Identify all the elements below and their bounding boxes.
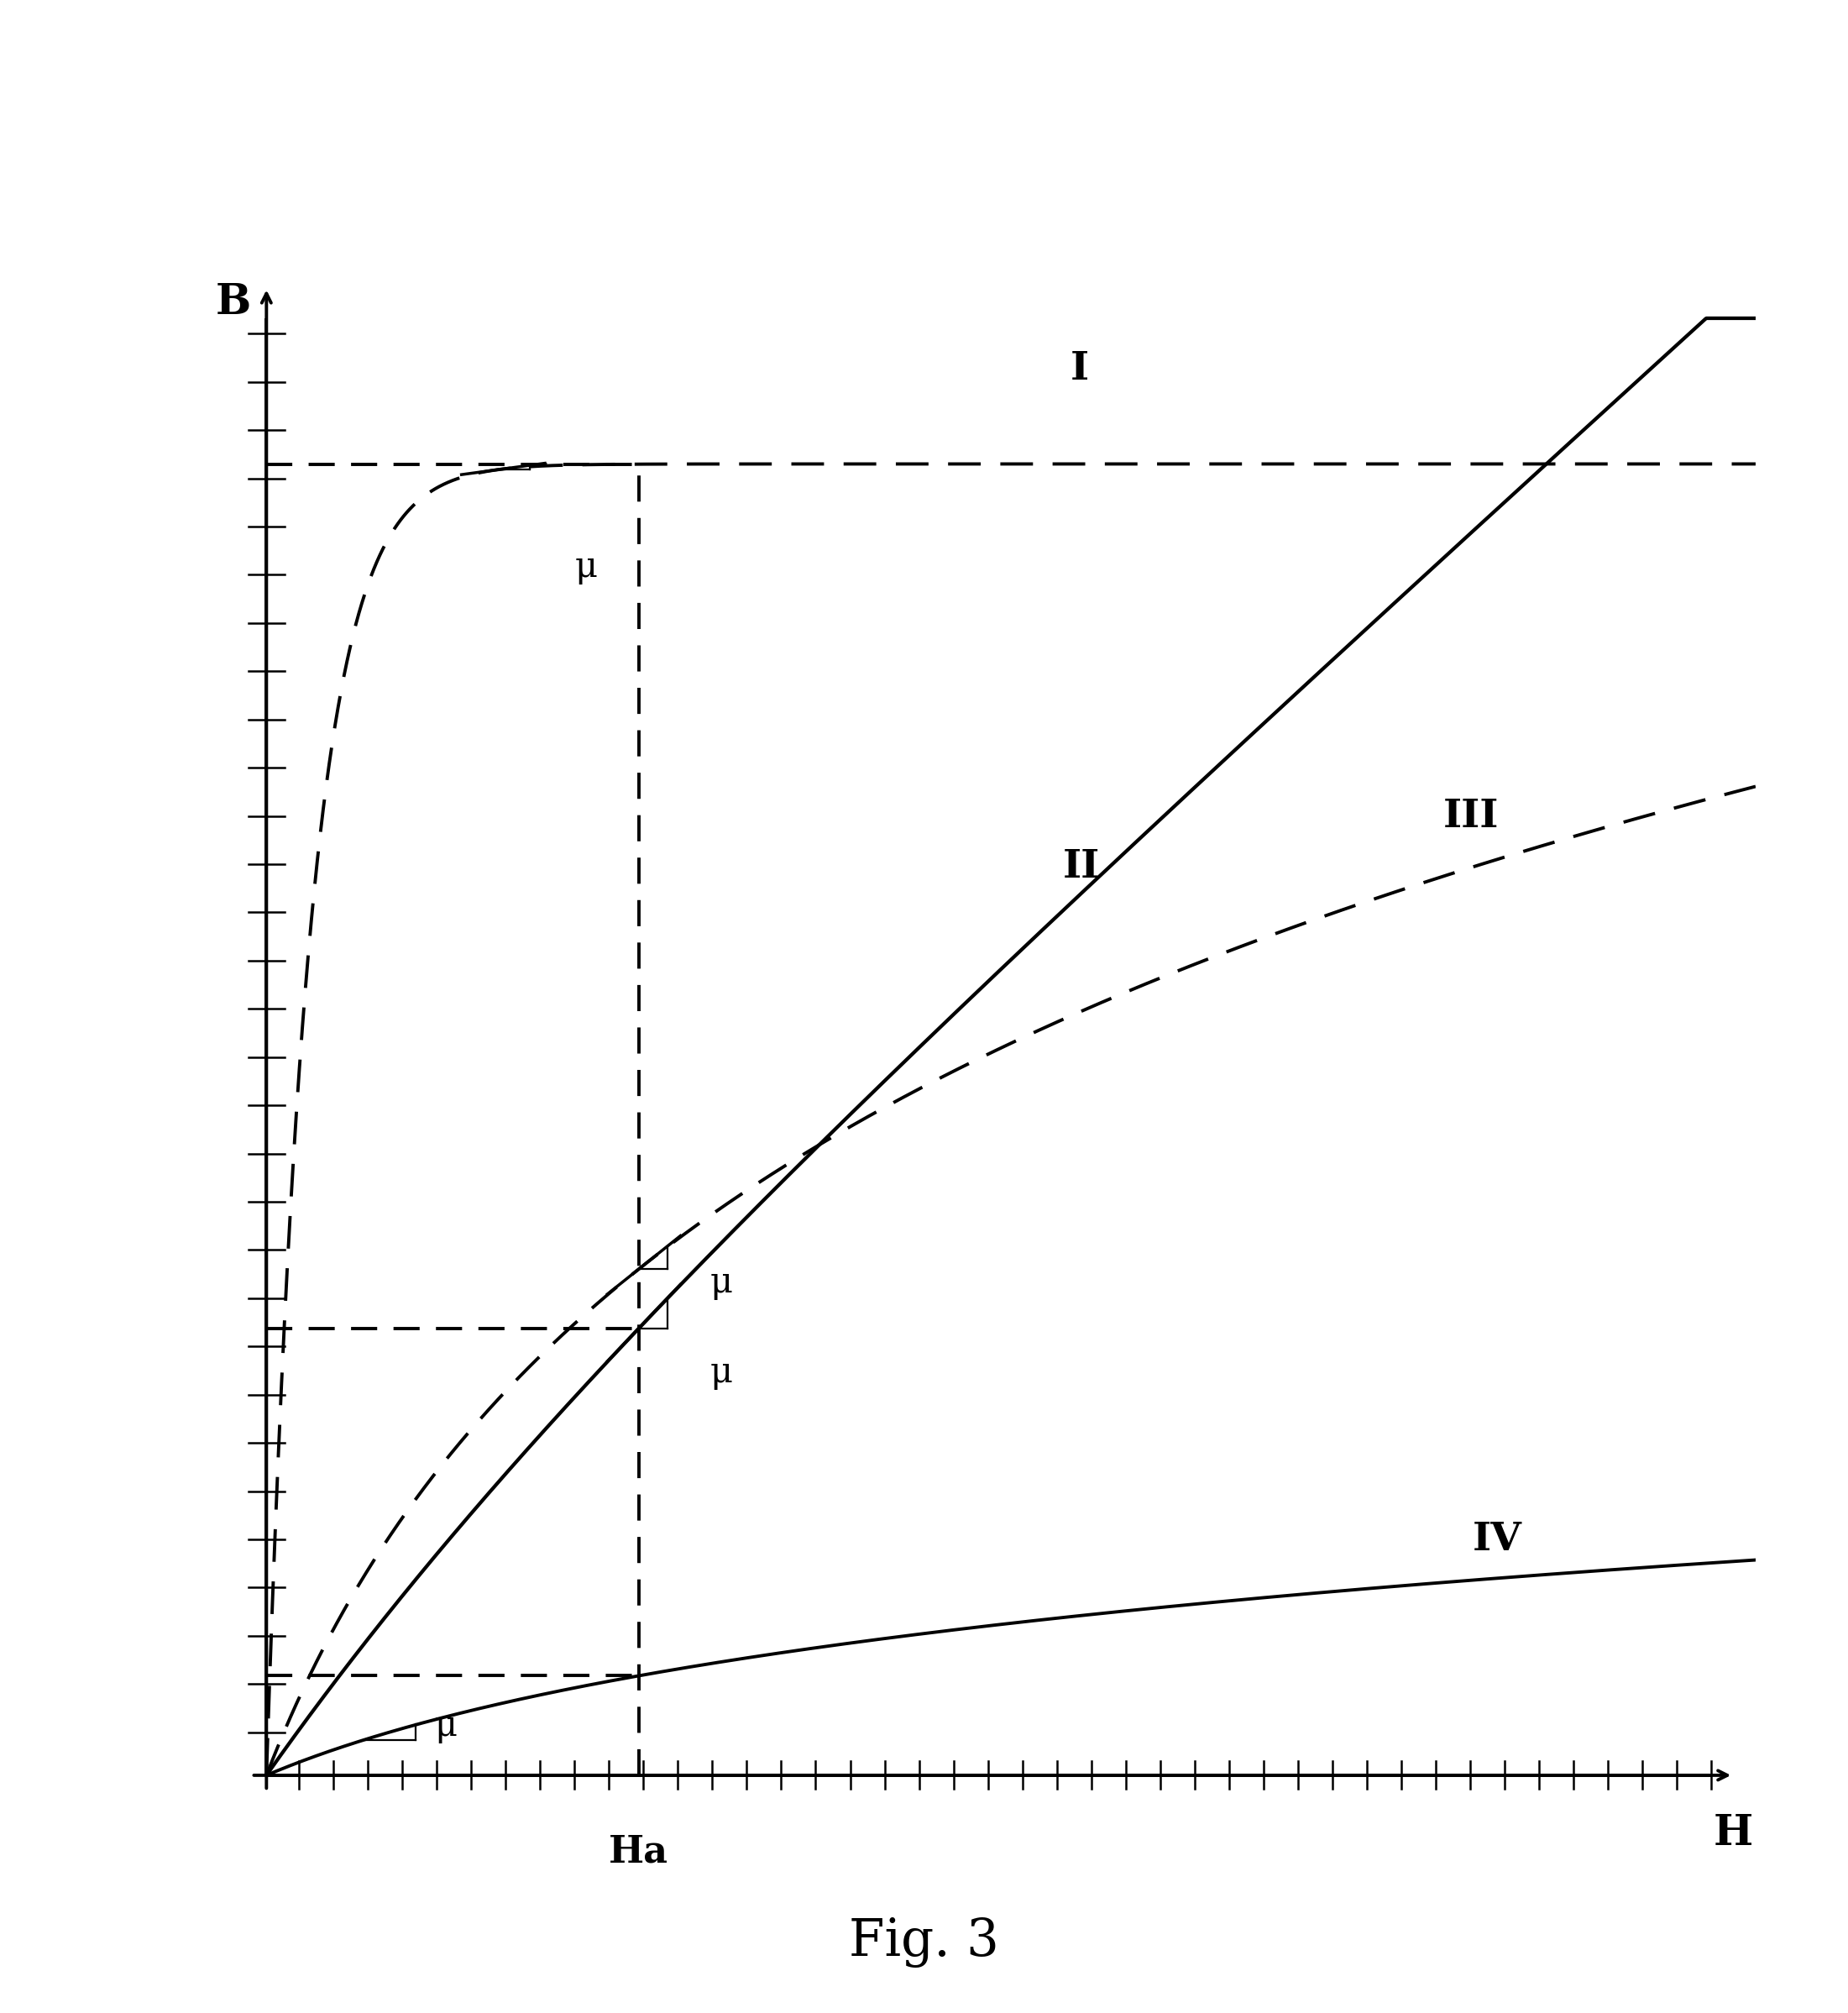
- Text: μ: μ: [710, 1264, 734, 1300]
- Text: I: I: [1070, 350, 1088, 389]
- Text: H: H: [1713, 1814, 1754, 1854]
- Text: B: B: [216, 282, 251, 324]
- Text: μ: μ: [710, 1355, 734, 1389]
- Text: III: III: [1443, 797, 1499, 835]
- Text: Fig. 3: Fig. 3: [848, 1916, 1000, 1969]
- Text: μ: μ: [575, 550, 597, 584]
- Text: IV: IV: [1473, 1520, 1523, 1558]
- Text: μ: μ: [434, 1707, 458, 1743]
- Text: II: II: [1063, 847, 1100, 886]
- Text: Ha: Ha: [610, 1834, 669, 1870]
